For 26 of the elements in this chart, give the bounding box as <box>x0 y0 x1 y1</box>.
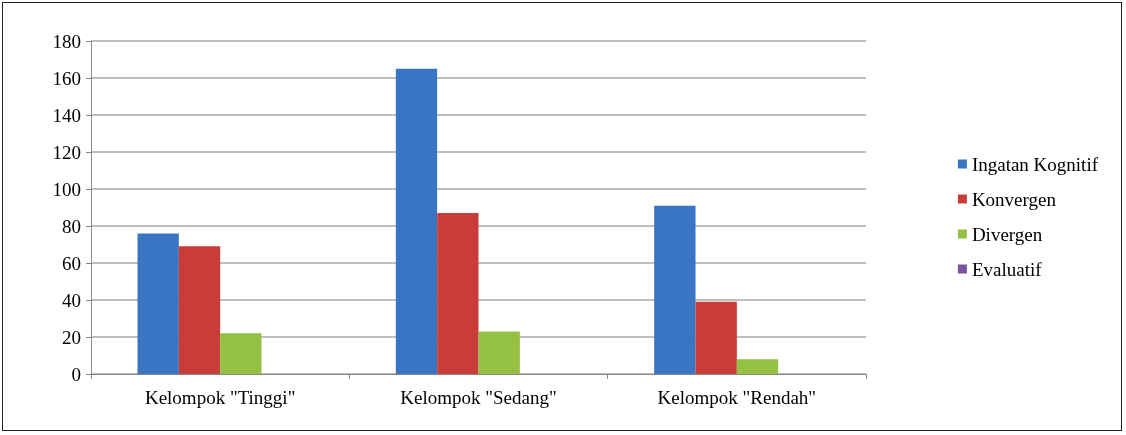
x-tick-label: Kelompok "Sedang" <box>400 387 557 408</box>
bar <box>478 331 520 374</box>
bar <box>137 233 179 374</box>
legend-label: Evaluatif <box>971 258 1043 280</box>
y-tick-label: 0 <box>71 363 81 385</box>
y-tick-label: 100 <box>52 178 81 200</box>
y-tick-label: 60 <box>62 252 81 274</box>
y-tick-label: 180 <box>52 30 81 52</box>
bar <box>395 68 438 374</box>
bar <box>736 359 779 374</box>
y-tick-label: 20 <box>62 326 81 348</box>
y-tick-label: 80 <box>62 215 81 237</box>
legend-label: Divergen <box>971 223 1043 245</box>
x-tick-label: Kelompok "Rendah" <box>657 387 817 408</box>
y-tick-label: 40 <box>62 289 81 311</box>
legend-label: Konvergen <box>971 188 1057 210</box>
y-tick-label: 120 <box>52 141 81 163</box>
legend-label: Ingatan Kognitif <box>971 153 1099 175</box>
y-tick-label: 160 <box>52 67 81 89</box>
bar <box>178 246 221 374</box>
bar <box>695 301 737 374</box>
bar <box>220 333 262 374</box>
bar <box>654 205 696 374</box>
y-tick-label: 140 <box>52 104 81 126</box>
bar <box>437 213 479 374</box>
x-tick-label: Kelompok "Tinggi" <box>144 387 296 408</box>
